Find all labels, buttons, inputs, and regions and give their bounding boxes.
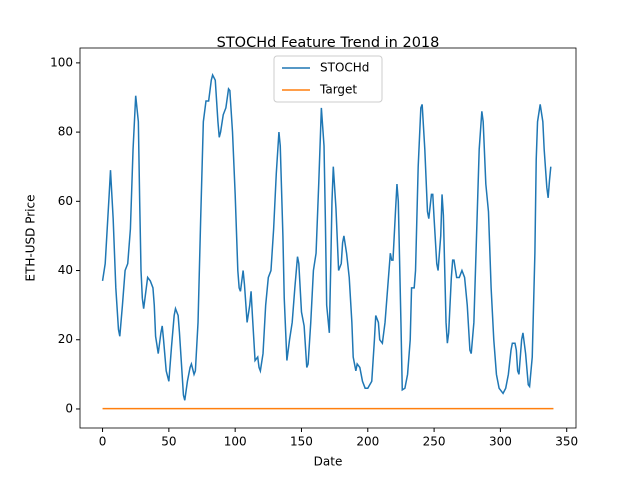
- legend-label: STOCHd: [320, 61, 369, 75]
- x-tick-label: 300: [489, 435, 512, 449]
- y-tick-label: 80: [58, 125, 73, 139]
- x-tick-label: 50: [161, 435, 176, 449]
- legend-label: Target: [319, 83, 357, 97]
- y-tick-label: 20: [58, 332, 73, 346]
- y-tick-label: 0: [65, 401, 73, 415]
- x-tick-label: 150: [290, 435, 313, 449]
- x-tick-label: 100: [224, 435, 247, 449]
- plot-frame: [79, 47, 577, 429]
- chart-title: STOCHd Feature Trend in 2018: [217, 35, 440, 51]
- data-line: [101, 72, 552, 401]
- y-axis-label: ETH-USD Price: [24, 195, 38, 282]
- y-tick-label: 100: [50, 55, 73, 69]
- y-tick-label: 60: [58, 194, 73, 208]
- x-tick-label: 0: [99, 435, 107, 449]
- x-tick-label: 350: [555, 435, 578, 449]
- y-tick-label: 40: [58, 263, 73, 277]
- x-tick-label: 250: [423, 435, 446, 449]
- x-tick-label: 200: [356, 435, 379, 449]
- x-axis-label: Date: [314, 455, 343, 469]
